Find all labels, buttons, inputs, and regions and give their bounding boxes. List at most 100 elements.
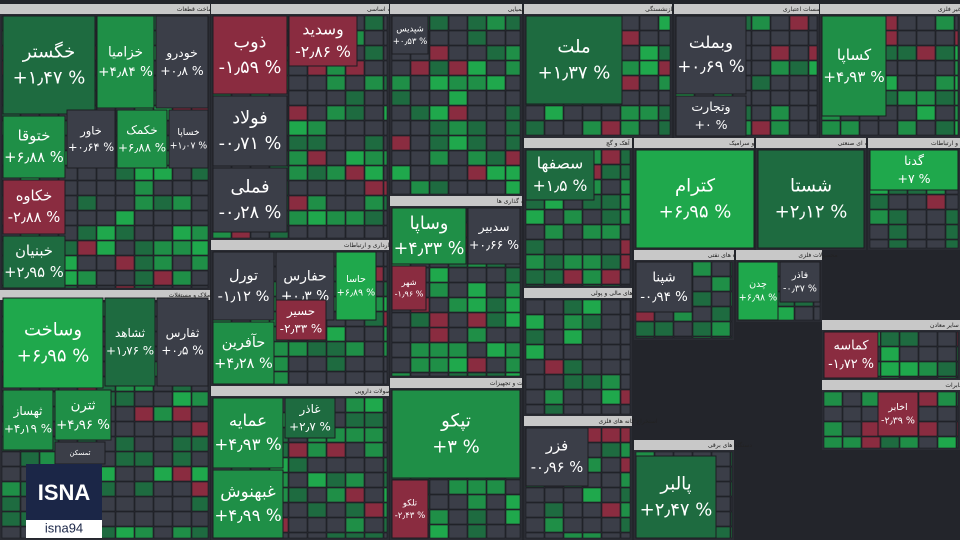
small-tile — [956, 331, 959, 347]
stock-tile — [737, 261, 779, 321]
small-tile — [601, 269, 621, 285]
small-tile — [525, 389, 545, 405]
small-tile — [730, 291, 733, 307]
small-tile — [711, 321, 731, 337]
small-tile — [364, 15, 384, 31]
stock-change: +۰٫۶۹ % — [677, 57, 744, 76]
small-tile — [288, 502, 308, 518]
small-tile — [115, 511, 135, 527]
small-tile — [383, 90, 388, 106]
small-tile — [620, 149, 631, 165]
small-tile — [808, 15, 818, 31]
small-tile — [326, 517, 346, 533]
small-tile — [937, 421, 957, 437]
small-tile — [153, 285, 173, 289]
stock-symbol: خودرو — [165, 46, 198, 61]
small-tile — [448, 30, 468, 46]
logo: ISNA isna94 — [26, 464, 102, 538]
small-tile — [345, 225, 365, 239]
small-tile — [383, 225, 388, 239]
small-tile — [544, 120, 564, 136]
small-tile — [429, 524, 449, 539]
small-tile — [364, 225, 384, 239]
small-tile — [429, 509, 449, 525]
small-tile — [888, 224, 908, 240]
small-tile — [77, 225, 97, 241]
small-tile — [448, 15, 468, 31]
small-tile — [345, 135, 365, 151]
small-tile — [134, 406, 154, 422]
small-tile — [115, 195, 135, 211]
small-tile — [96, 195, 116, 211]
stock-tile — [96, 15, 155, 109]
small-tile — [582, 517, 602, 533]
small-tile — [429, 357, 449, 373]
small-tile — [1, 511, 21, 527]
small-tile — [307, 517, 327, 533]
small-tile — [448, 479, 468, 495]
small-tile — [880, 376, 900, 379]
small-tile — [639, 15, 659, 31]
small-tile — [429, 105, 449, 121]
small-tile — [288, 457, 308, 473]
small-tile — [601, 254, 621, 270]
small-tile — [345, 326, 365, 342]
sector-header — [820, 4, 960, 14]
small-tile — [448, 90, 468, 106]
small-tile — [486, 479, 506, 495]
stock-tile — [391, 15, 429, 55]
small-tile — [789, 75, 809, 91]
stock-tile — [212, 167, 288, 233]
small-tile — [391, 60, 411, 76]
small-tile — [544, 299, 564, 315]
stock-tile — [675, 15, 747, 95]
small-tile — [639, 30, 659, 46]
logo-handle-box — [26, 520, 102, 538]
stock-change: +۴٫۸۴ % — [98, 64, 153, 80]
small-tile — [563, 517, 583, 533]
stock-symbol: غاذر — [299, 402, 321, 417]
small-tile — [601, 164, 621, 180]
small-tile — [823, 421, 843, 437]
small-tile — [544, 344, 564, 360]
small-tile — [391, 312, 411, 328]
small-tile — [20, 451, 40, 467]
small-tile — [191, 481, 209, 497]
small-tile — [391, 90, 411, 106]
small-tile — [525, 239, 545, 255]
small-tile — [96, 180, 116, 196]
small-tile — [897, 75, 917, 91]
small-tile — [505, 30, 521, 46]
sector-label: اطلاعات و ارتباطات — [931, 140, 960, 147]
small-tile — [486, 267, 506, 283]
stock-change: +۶٫۹۵ % — [659, 202, 732, 223]
small-tile — [115, 285, 135, 289]
small-tile — [525, 344, 545, 360]
small-tile — [861, 421, 881, 437]
small-tile — [486, 45, 506, 61]
sector-label: فلزات اساسی — [367, 6, 403, 13]
stock-change: -۲٫۳۹ % — [881, 416, 915, 427]
small-tile — [563, 404, 583, 415]
small-tile — [153, 240, 173, 256]
small-tile — [861, 436, 881, 449]
small-tile — [601, 105, 621, 121]
small-tile — [582, 254, 602, 270]
small-tile — [582, 120, 602, 136]
small-tile — [467, 30, 487, 46]
small-tile — [544, 502, 564, 518]
stock-symbol: وساخت — [24, 319, 82, 340]
small-tile — [935, 30, 955, 46]
small-tile — [620, 45, 640, 61]
small-tile — [448, 342, 468, 358]
small-tile — [134, 481, 154, 497]
stock-symbol: ثهساز — [13, 404, 43, 419]
stock-change: +۰٫۶۴ % — [68, 140, 114, 154]
small-tile — [364, 60, 384, 76]
small-tile — [288, 165, 308, 181]
small-tile — [1, 466, 21, 482]
small-tile — [326, 532, 346, 539]
stock-change: +۳ % — [432, 437, 480, 458]
small-tile — [878, 120, 898, 136]
small-tile — [345, 442, 365, 458]
